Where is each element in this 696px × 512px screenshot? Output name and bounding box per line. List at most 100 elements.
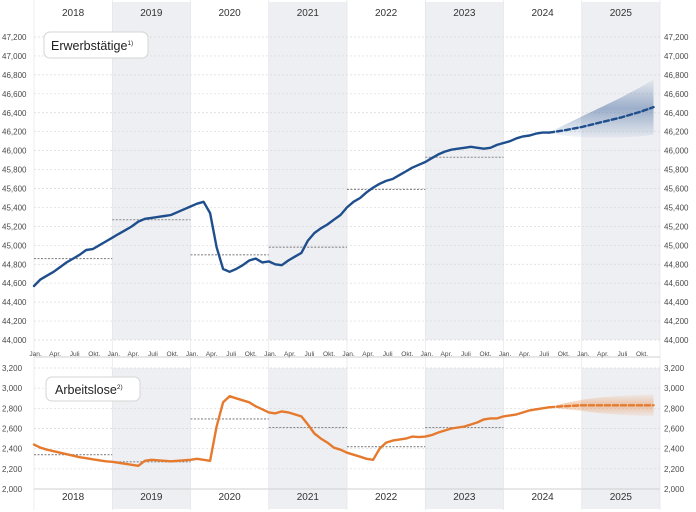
y-tick-right: 44,200 — [664, 317, 689, 326]
y-tick-left: 46,800 — [2, 71, 27, 80]
y-tick-left: 3,200 — [2, 364, 23, 373]
month-label: Juli — [148, 351, 158, 358]
y-tick-left: 45,400 — [2, 203, 27, 212]
y-tick-right: 2,400 — [664, 445, 685, 454]
y-tick-left: 45,000 — [2, 241, 27, 250]
year-label-top: 2023 — [453, 8, 476, 19]
month-label: Jan. — [186, 351, 199, 358]
y-tick-right: 2,200 — [664, 465, 685, 474]
month-label: Apr. — [128, 351, 140, 358]
x-axis-labels: 2018 2018 2019 2019 2020 2020 2021 2021 2022 2022… — [29, 8, 648, 503]
year-band-2023 — [425, 2, 504, 340]
forecast-line — [547, 105, 655, 134]
year-shading — [112, 2, 660, 509]
y-tick-right: 45,000 — [664, 241, 689, 250]
y-tick-right: 3,200 — [664, 364, 685, 373]
y-tick-right: 3,000 — [664, 384, 685, 393]
y-tick-left: 3,000 — [2, 384, 23, 393]
month-label: Apr. — [284, 351, 296, 358]
series-line — [32, 131, 551, 288]
y-tick-right: 46,600 — [664, 90, 689, 99]
year-band-2025 — [581, 368, 660, 509]
month-label: Juli — [617, 351, 627, 358]
panel-title-employment: Erwerbstätige1) — [51, 39, 133, 53]
month-label: Okt. — [166, 351, 178, 358]
y-tick-left: 2,600 — [2, 425, 23, 434]
y-tick-right: 44,600 — [664, 279, 689, 288]
y-tick-right: 44,400 — [664, 298, 689, 307]
year-label-top: 2020 — [219, 8, 242, 19]
month-label: Okt. — [245, 351, 257, 358]
month-label: Okt. — [636, 351, 648, 358]
year-label-bottom: 2024 — [532, 492, 555, 503]
y-tick-left: 45,600 — [2, 185, 27, 194]
year-band-2021 — [268, 368, 347, 509]
y-tick-right: 46,000 — [664, 147, 689, 156]
y-tick-left: 46,000 — [2, 147, 27, 156]
year-label-top: 2021 — [297, 8, 320, 19]
y-tick-right: 45,800 — [664, 166, 689, 175]
month-label: Juli — [226, 351, 236, 358]
month-label: Jan. — [108, 351, 121, 358]
series-lines — [32, 105, 655, 467]
month-label: Okt. — [88, 351, 100, 358]
y-tick-right: 44,000 — [664, 336, 689, 345]
month-label: Okt. — [323, 351, 335, 358]
panel-label-box — [43, 31, 149, 59]
y-tick-right: 47,000 — [664, 52, 689, 61]
y-tick-right: 44,800 — [664, 260, 689, 269]
panel-label-employment: Erwerbstätige1) — [43, 31, 149, 59]
month-label: Apr. — [441, 351, 453, 358]
y-tick-left: 2,800 — [2, 404, 23, 413]
y-tick-left: 47,000 — [2, 52, 27, 61]
year-label-top: 2019 — [140, 8, 163, 19]
y-tick-right: 46,200 — [664, 128, 689, 137]
y-tick-right: 45,200 — [664, 222, 689, 231]
y-tick-left: 45,200 — [2, 222, 27, 231]
year-band-2021 — [268, 2, 347, 340]
y-tick-left: 46,600 — [2, 90, 27, 99]
y-tick-left: 2,200 — [2, 465, 23, 474]
y-tick-left: 2,000 — [2, 485, 23, 494]
y-tick-right: 46,400 — [664, 109, 689, 118]
month-label: Apr. — [206, 351, 218, 358]
month-label: Apr. — [597, 351, 609, 358]
panel-label-unemployment: Arbeitslose2) — [45, 376, 141, 402]
y-tick-right: 46,800 — [664, 71, 689, 80]
month-label: Okt. — [401, 351, 413, 358]
y-tick-right: 2,800 — [664, 404, 685, 413]
month-label: Juli — [461, 351, 471, 358]
month-label: Juli — [383, 351, 393, 358]
year-label-bottom: 2019 — [140, 492, 163, 503]
year-label-bottom: 2023 — [453, 492, 476, 503]
panel-label-box — [45, 376, 141, 402]
y-tick-left: 47,200 — [2, 33, 27, 42]
year-label-top: 2022 — [375, 8, 398, 19]
month-label: Juli — [70, 351, 80, 358]
year-label-bottom: 2021 — [297, 492, 320, 503]
month-label: Apr. — [49, 351, 61, 358]
y-tick-left: 44,200 — [2, 317, 27, 326]
month-label: Okt. — [558, 351, 570, 358]
y-tick-right: 45,400 — [664, 203, 689, 212]
y-tick-left: 44,800 — [2, 260, 27, 269]
month-label: Jan. — [421, 351, 434, 358]
year-label-top: 2018 — [62, 8, 85, 19]
forecast-band — [549, 79, 654, 138]
month-label: Okt. — [479, 351, 491, 358]
y-tick-left: 44,000 — [2, 336, 27, 345]
year-label-bottom: 2022 — [375, 492, 398, 503]
y-tick-right: 45,600 — [664, 185, 689, 194]
panel-title-unemployment: Arbeitslose2) — [55, 383, 123, 397]
y-tick-left: 46,200 — [2, 128, 27, 137]
forecast-line — [547, 404, 655, 409]
y-tick-left: 44,400 — [2, 298, 27, 307]
month-label: Jan. — [29, 351, 42, 358]
month-label: Apr. — [362, 351, 374, 358]
month-label: Jan. — [342, 351, 355, 358]
year-band-2025 — [581, 2, 660, 340]
month-label: Apr. — [519, 351, 531, 358]
year-label-top: 2024 — [532, 8, 555, 19]
series-line — [32, 395, 551, 467]
